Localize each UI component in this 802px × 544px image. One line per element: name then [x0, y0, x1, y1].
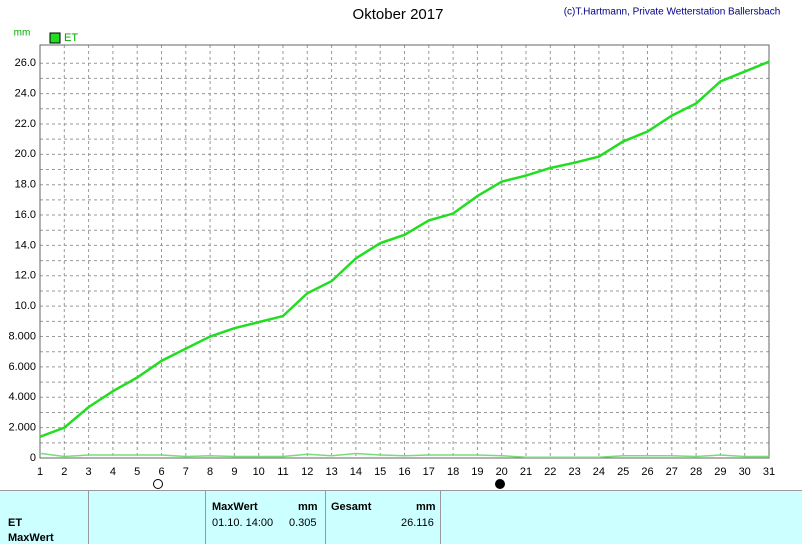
- x-tick-label: 2: [61, 466, 67, 478]
- divider: [325, 491, 326, 544]
- y-tick-label: 4.000: [8, 391, 36, 403]
- x-tick-label: 9: [231, 466, 237, 478]
- y-tick-label: 14.0: [15, 239, 36, 251]
- x-tick-label: 1: [37, 466, 43, 478]
- x-tick-label: 31: [763, 466, 775, 478]
- y-tick-label: 18.0: [15, 179, 36, 191]
- y-tick-label: 6.000: [8, 361, 36, 373]
- x-tick-label: 18: [447, 466, 459, 478]
- moon-full: [153, 479, 163, 489]
- y-tick-label: 16.0: [15, 209, 36, 221]
- row-label: MaxWert: [8, 532, 54, 544]
- header: MaxWert: [212, 501, 258, 513]
- plot-frame: [39, 44, 770, 459]
- legend-label: ET: [64, 32, 78, 44]
- x-tick-label: 13: [325, 466, 337, 478]
- y-axis-label: mm: [14, 28, 31, 39]
- x-tick-label: 25: [617, 466, 629, 478]
- y-tick-label: 2.000: [8, 422, 36, 434]
- y-tick-label: 12.0: [15, 270, 36, 282]
- cell: 01.10. 14:00: [212, 517, 274, 529]
- header: Gesamt: [331, 501, 372, 513]
- series-line: [39, 60, 770, 438]
- x-tick-label: 27: [666, 466, 678, 478]
- x-tick-label: 5: [134, 466, 140, 478]
- moon-new: [495, 479, 505, 489]
- x-tick-label: 14: [350, 466, 362, 478]
- x-tick-label: 23: [568, 466, 580, 478]
- x-tick-label: 8: [207, 466, 213, 478]
- series-line: [39, 452, 769, 458]
- x-tick-label: 30: [739, 466, 751, 478]
- y-tick-label: 24.0: [15, 87, 36, 99]
- x-tick-label: 26: [641, 466, 653, 478]
- legend-swatch: [49, 32, 61, 44]
- x-tick-label: 4: [110, 466, 116, 478]
- header: mm: [298, 501, 318, 513]
- x-tick-label: 22: [544, 466, 556, 478]
- x-tick-label: 20: [496, 466, 508, 478]
- x-tick-label: 29: [714, 466, 726, 478]
- divider: [205, 491, 206, 544]
- y-tick-label: 0: [30, 452, 36, 464]
- summary-table: MaxWert mm Gesamt mm ET 01.10. 14:00 0.3…: [0, 490, 802, 544]
- x-tick-label: 10: [253, 466, 265, 478]
- x-tick-label: 24: [593, 466, 605, 478]
- legend: ET: [49, 32, 78, 44]
- y-tick-label: 20.0: [15, 148, 36, 160]
- chart: Oktober 2017 (c)T.Hartmann, Private Wett…: [8, 6, 781, 489]
- y-tick-label: 22.0: [15, 118, 36, 130]
- copyright: (c)T.Hartmann, Private Wetterstation Bal…: [564, 7, 781, 18]
- divider: [88, 491, 89, 544]
- y-tick-label: 10.0: [15, 300, 36, 312]
- x-tick-label: 28: [690, 466, 702, 478]
- cell: 0.305: [289, 517, 317, 529]
- divider: [440, 491, 441, 544]
- x-tick-label: 16: [398, 466, 410, 478]
- row-label: ET: [8, 517, 23, 529]
- header: mm: [416, 501, 436, 513]
- y-tick-label: 8.000: [8, 330, 36, 342]
- x-tick-label: 7: [183, 466, 189, 478]
- x-tick-label: 15: [374, 466, 386, 478]
- cell: 26.116: [401, 517, 434, 529]
- x-tick-label: 21: [520, 466, 532, 478]
- x-tick-label: 6: [158, 466, 164, 478]
- x-tick-label: 11: [277, 466, 288, 478]
- x-tick-label: 12: [301, 466, 313, 478]
- y-tick-label: 26.0: [15, 57, 36, 69]
- x-tick-label: 17: [423, 466, 435, 478]
- x-tick-label: 3: [86, 466, 92, 478]
- x-tick-label: 19: [471, 466, 483, 478]
- chart-title: Oktober 2017: [353, 6, 444, 23]
